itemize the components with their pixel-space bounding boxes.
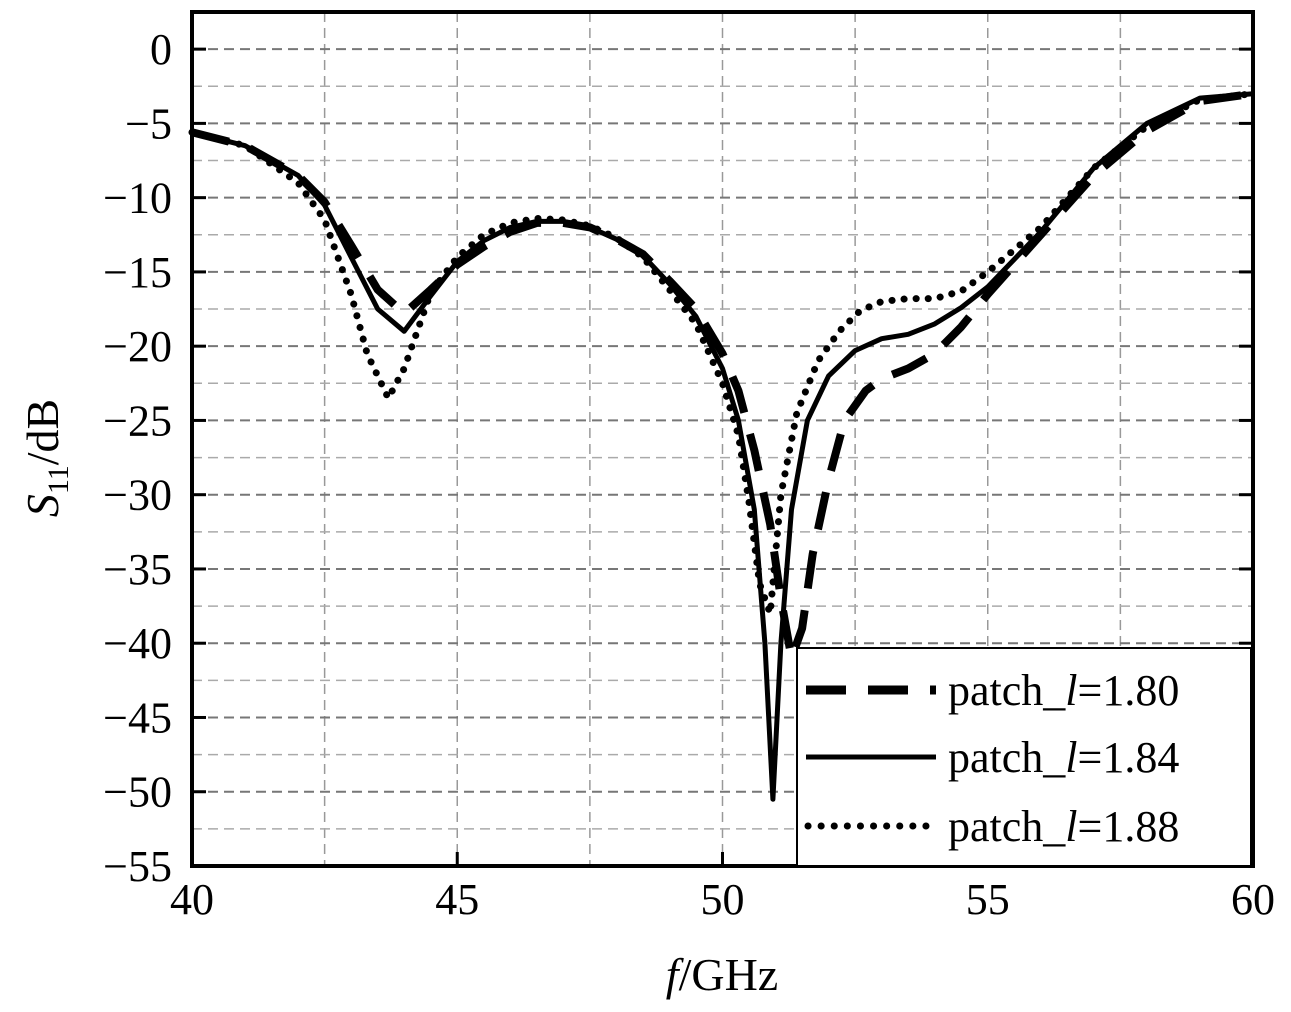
y-tick-label: −10 <box>103 174 172 223</box>
legend-label-2: patch_l=1.84 <box>948 733 1179 782</box>
legend-label-3: patch_l=1.88 <box>948 802 1179 851</box>
x-tick-label: 60 <box>1231 875 1275 924</box>
plot-series <box>188 89 1257 802</box>
y-tick-label: −5 <box>125 99 172 148</box>
y-tick-label: −30 <box>103 471 172 520</box>
y-tick-label: 0 <box>150 25 172 74</box>
y-tick-label: −50 <box>103 768 172 817</box>
x-tick-label: 40 <box>170 875 214 924</box>
y-tick-label: −40 <box>103 619 172 668</box>
axis-ticks: 40 45 50 55 60 0 −5 −10 −15 −20 −25 −30 −35 −40 −45 −50… <box>103 25 1275 924</box>
x-tick-label: 45 <box>435 875 479 924</box>
legend-label-1: patch_l=1.80 <box>948 666 1179 715</box>
y-tick-label: −20 <box>103 322 172 371</box>
legend: patch_l=1.80 patch_l=1.84 patch_l=1.88 <box>796 647 1252 867</box>
y-tick-label: −55 <box>103 842 172 891</box>
y-axis-label: S11/dB <box>17 399 75 517</box>
y-tick-label: −15 <box>103 248 172 297</box>
y-tick-label: −45 <box>103 693 172 742</box>
x-tick-label: 50 <box>701 875 745 924</box>
series-line-1 <box>191 89 1254 663</box>
y-tick-label: −25 <box>103 396 172 445</box>
x-tick-label: 55 <box>966 875 1010 924</box>
x-axis-label: f/GHz <box>666 949 778 1000</box>
series-line-3 <box>188 90 1257 617</box>
series-line-2 <box>191 91 1254 802</box>
y-tick-label: −35 <box>103 545 172 594</box>
